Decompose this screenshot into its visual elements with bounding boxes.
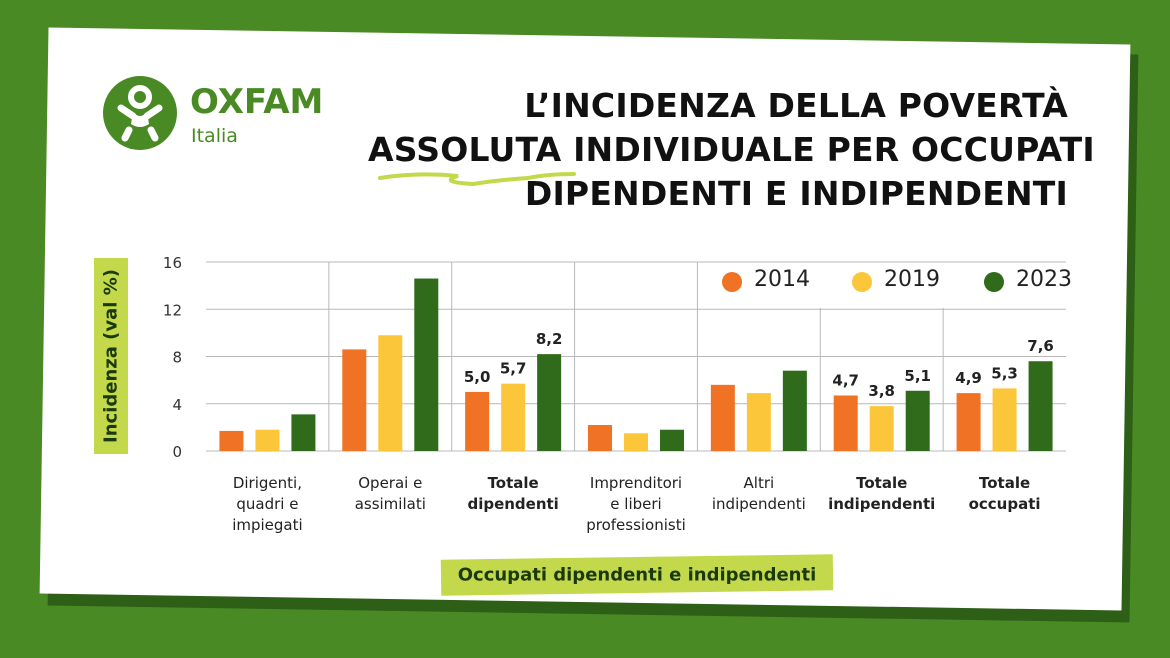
- y-tick-label-12: 12: [163, 301, 182, 319]
- bar-2023-cat-2: [537, 354, 562, 451]
- category-label-2-line-0: Totale: [488, 474, 539, 492]
- bar-2019-cat-5: [869, 406, 894, 451]
- legend-label-2023: 2023: [1016, 267, 1072, 292]
- bar-2023-cat-5: [905, 390, 930, 451]
- legend-swatch-2019: [852, 272, 872, 292]
- y-tick-label-4: 4: [172, 396, 182, 414]
- legend-label-2014: 2014: [754, 267, 810, 292]
- category-label-3-line-0: Imprenditori: [590, 474, 682, 492]
- oxfam-logo: OXFAM Italia: [103, 76, 323, 156]
- bar-2014-cat-6: [956, 393, 981, 451]
- legend-swatch-2014: [722, 272, 742, 292]
- bar-2023-cat-3: [660, 429, 684, 451]
- data-label-2019-cat-6: 5,3: [991, 364, 1018, 382]
- category-label-6-line-1: occupati: [969, 495, 1041, 513]
- y-axis-label-box: [94, 258, 128, 454]
- category-label-2-line-1: dipendenti: [467, 495, 558, 513]
- bar-2023-cat-4: [782, 370, 807, 451]
- bar-2014-cat-1: [342, 349, 367, 451]
- data-label-2019-cat-2: 5,7: [500, 360, 527, 378]
- bar-2019-cat-0: [255, 429, 280, 451]
- bar-2019-cat-6: [992, 388, 1017, 451]
- data-label-2023-cat-5: 5,1: [904, 367, 931, 385]
- bar-2023-cat-0: [291, 414, 316, 451]
- brand-sub: Italia: [191, 125, 238, 147]
- y-tick-label-8: 8: [172, 349, 182, 367]
- y-tick-label-0: 0: [172, 443, 182, 461]
- bar-2019-cat-3: [624, 433, 648, 451]
- bar-2014-cat-3: [588, 425, 612, 451]
- category-label-4-line-0: Altri: [744, 474, 775, 492]
- bar-2014-cat-2: [465, 391, 490, 451]
- data-label-2014-cat-2: 5,0: [464, 368, 491, 386]
- bar-2014-cat-0: [219, 430, 244, 451]
- legend-label-2019: 2019: [884, 267, 940, 292]
- category-label-3-line-1: e liberi: [610, 495, 661, 513]
- bar-2023-cat-1: [414, 278, 439, 451]
- category-label-6-line-0: Totale: [979, 474, 1030, 492]
- category-label-1-line-1: assimilati: [355, 495, 426, 513]
- bar-2019-cat-4: [746, 393, 771, 451]
- title-line-3: DIPENDENTI E INDIPENDENTI: [524, 174, 1068, 213]
- category-label-3-line-2: professionisti: [586, 516, 686, 534]
- oxfam-logo-icon: [103, 76, 177, 150]
- data-label-2014-cat-5: 4,7: [832, 371, 859, 389]
- y-tick-label-16: 16: [163, 254, 182, 272]
- data-label-2014-cat-6: 4,9: [955, 369, 982, 387]
- category-label-0-line-1: quadri e: [236, 495, 298, 513]
- title-swoosh-decoration: [378, 172, 576, 187]
- category-label-0-line-0: Dirigenti,: [233, 474, 302, 492]
- bar-2019-cat-1: [378, 335, 403, 451]
- bar-2014-cat-4: [710, 384, 735, 451]
- bar-2023-cat-6: [1028, 361, 1053, 451]
- title-line-1: L’INCIDENZA DELLA POVERTÀ: [524, 86, 1068, 125]
- data-label-2019-cat-5: 3,8: [868, 382, 895, 400]
- bar-2019-cat-2: [501, 383, 526, 451]
- page-title: L’INCIDENZA DELLA POVERTÀ ASSOLUTA INDIV…: [368, 84, 1095, 216]
- legend-swatch-2023: [984, 272, 1004, 292]
- category-label-1-line-0: Operai e: [358, 474, 422, 492]
- data-label-2023-cat-2: 8,2: [536, 330, 563, 348]
- title-line-2: ASSOLUTA INDIVIDUALE PER OCCUPATI: [368, 130, 1095, 169]
- brand-name: OXFAM: [190, 82, 324, 122]
- category-label-5-line-0: Totale: [856, 474, 907, 492]
- category-label-4-line-1: indipendenti: [712, 495, 806, 513]
- x-axis-label: Occupati dipendenti e indipendenti: [457, 564, 817, 586]
- data-label-2023-cat-6: 7,6: [1027, 337, 1054, 355]
- category-label-0-line-2: impiegati: [232, 516, 302, 534]
- bar-2014-cat-5: [833, 395, 858, 451]
- category-label-5-line-1: indipendenti: [828, 495, 935, 513]
